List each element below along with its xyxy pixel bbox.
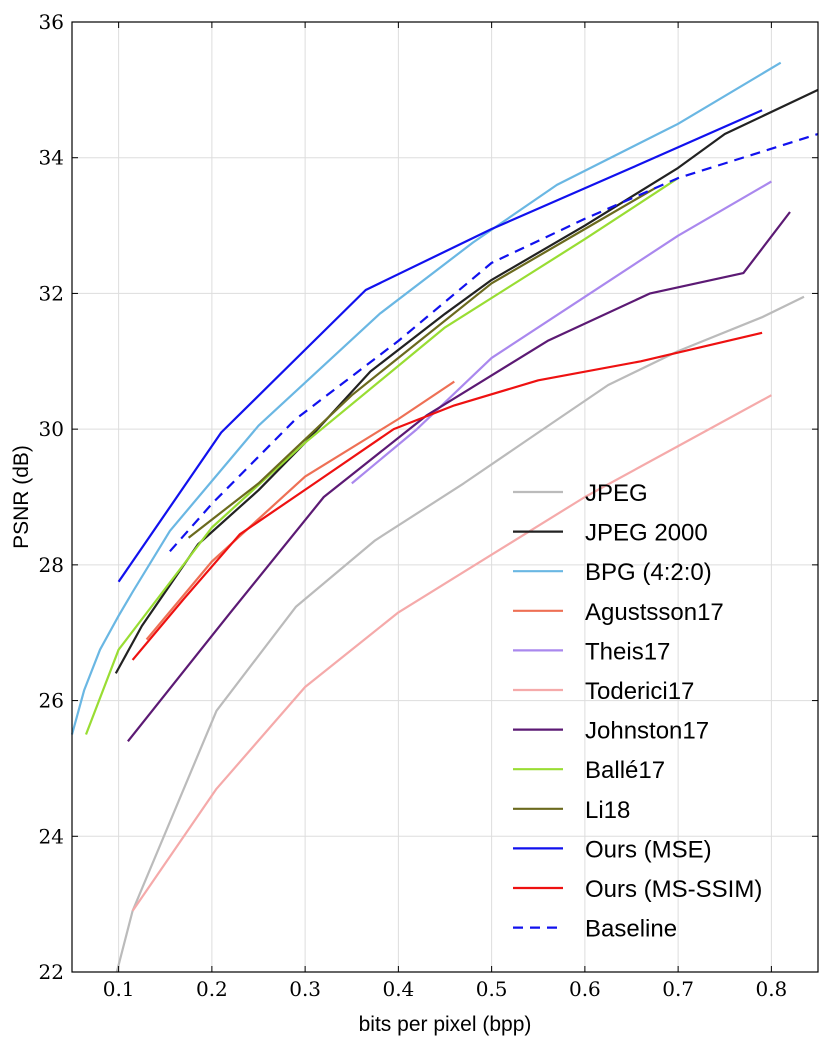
x-tick-label: 0.6: [569, 977, 601, 1001]
legend-label-li18: Li18: [585, 797, 630, 824]
x-tick-label: 0.1: [103, 977, 135, 1001]
series-line-ours-mse: [117, 109, 763, 583]
legend-label-bpg-4-2-0: BPG (4:2:0): [585, 559, 712, 586]
series-line-johnston17: [127, 211, 791, 742]
legend-label-agustsson17: Agustsson17: [585, 599, 724, 626]
legend-label-toderici17: Toderici17: [585, 678, 694, 705]
y-tick-label: 22: [39, 960, 64, 984]
y-tick-label: 28: [39, 553, 64, 577]
legend-label-ball-17: Ballé17: [585, 757, 665, 784]
series-line-toderici17: [131, 394, 772, 912]
x-tick-label: 0.8: [755, 977, 787, 1001]
legend-label-ours-mse: Ours (MSE): [585, 836, 712, 863]
x-tick-label: 0.2: [196, 977, 228, 1001]
series-line-ball-17: [84, 177, 679, 735]
legend-label-johnston17: Johnston17: [585, 718, 709, 745]
series-lines: [70, 61, 819, 973]
legend-label-theis17: Theis17: [585, 638, 670, 665]
y-tick-label: 32: [39, 281, 64, 305]
legend-label-baseline: Baseline: [585, 916, 677, 943]
series-line-li18: [187, 187, 656, 539]
legend-label-ours-ms-ssim: Ours (MS-SSIM): [585, 876, 762, 903]
y-tick-label: 30: [39, 417, 64, 441]
grid-lines: [72, 21, 818, 973]
plot-frame: [71, 21, 819, 973]
legend: JPEG JPEG 2000 BPG (4:2:0) Agustsson17 Theis…: [513, 480, 762, 943]
y-tick-label: 34: [39, 146, 64, 170]
y-tick-label: 24: [39, 824, 64, 848]
series-line-jpeg: [115, 295, 805, 973]
x-tick-label: 0.7: [662, 977, 694, 1001]
y-tick-label: 36: [39, 10, 64, 34]
x-tick-label: 0.5: [476, 977, 508, 1001]
series-line-ours-ms-ssim: [131, 331, 763, 661]
y-tick-label: 26: [39, 689, 64, 713]
series-line-bpg-4-2-0: [70, 61, 782, 735]
x-axis-title: bits per pixel (bpp): [359, 1013, 532, 1036]
x-tick-label: 0.4: [382, 977, 414, 1001]
legend-label-jpeg: JPEG: [585, 480, 648, 507]
legend-label-jpeg-2000: JPEG 2000: [585, 520, 708, 547]
series-line-agustsson17: [145, 380, 455, 641]
y-axis-title: PSNR (dB): [10, 445, 33, 549]
series-line-theis17: [351, 180, 772, 485]
series-line-baseline: [169, 132, 819, 553]
axis-ticks: 0.1 0.2 0.3 0.4 0.5 0.6 0.7 0.8 22 24 26 28 30 32 34 36: [39, 10, 818, 1001]
x-tick-label: 0.3: [289, 977, 321, 1001]
